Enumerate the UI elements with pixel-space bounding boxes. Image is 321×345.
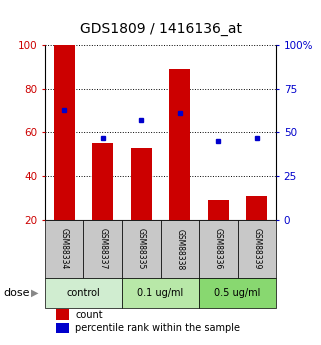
Text: GSM88338: GSM88338: [175, 228, 184, 270]
Text: GSM88334: GSM88334: [60, 228, 69, 270]
Bar: [208, 200, 229, 220]
Text: 0.1 ug/ml: 0.1 ug/ml: [137, 288, 184, 298]
Bar: [246, 196, 267, 220]
Text: 0.5 ug/ml: 0.5 ug/ml: [214, 288, 261, 298]
Bar: [122, 220, 160, 278]
Text: GDS1809 / 1416136_at: GDS1809 / 1416136_at: [80, 22, 241, 36]
Bar: [56, 309, 68, 320]
Text: GSM88337: GSM88337: [98, 228, 107, 270]
Bar: [122, 278, 199, 307]
Bar: [45, 220, 83, 278]
Bar: [160, 220, 199, 278]
Bar: [45, 278, 122, 307]
Bar: [169, 69, 190, 220]
Bar: [54, 45, 75, 220]
Text: control: control: [66, 288, 100, 298]
Bar: [56, 323, 68, 333]
Text: dose: dose: [3, 288, 30, 298]
Bar: [131, 148, 152, 220]
Text: GSM88336: GSM88336: [214, 228, 223, 270]
Text: percentile rank within the sample: percentile rank within the sample: [75, 323, 240, 333]
Bar: [199, 278, 276, 307]
Text: count: count: [75, 309, 103, 319]
Bar: [238, 220, 276, 278]
Text: GSM88339: GSM88339: [252, 228, 261, 270]
Text: GSM88335: GSM88335: [137, 228, 146, 270]
Bar: [199, 220, 238, 278]
Bar: [92, 144, 113, 220]
Bar: [83, 220, 122, 278]
Text: ▶: ▶: [30, 288, 38, 298]
